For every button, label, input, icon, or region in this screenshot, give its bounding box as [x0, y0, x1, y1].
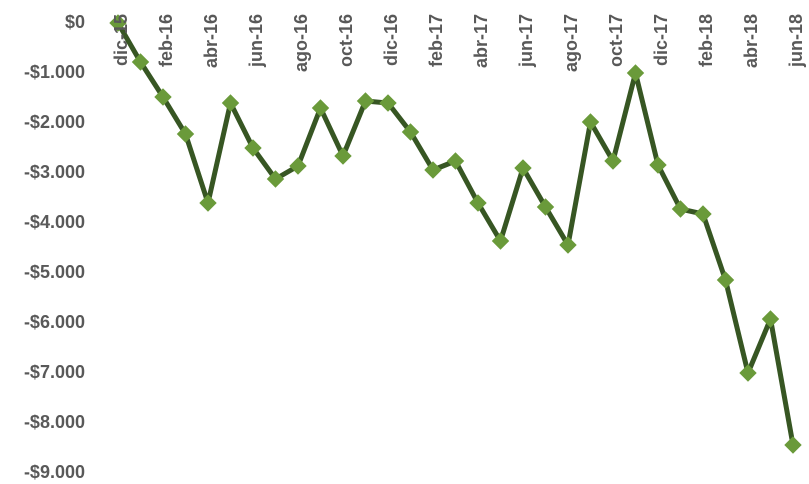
marker: [289, 157, 307, 175]
x-tick-label: feb-16: [156, 14, 176, 67]
marker: [131, 53, 150, 71]
y-tick-label: -$6.000: [24, 312, 85, 332]
x-tick-label: ago-16: [291, 14, 311, 72]
y-tick-label: -$5.000: [24, 262, 85, 282]
marker: [311, 99, 330, 117]
line: [115, 21, 796, 446]
marker: [514, 159, 532, 177]
x-tick-label: dic-15: [111, 14, 131, 66]
x-tick-label: dic-17: [651, 14, 671, 66]
x-tick-label: feb-17: [426, 14, 446, 67]
marker: [694, 205, 712, 223]
y-tick-label: -$2.000: [24, 112, 85, 132]
x-tick-label: abr-17: [471, 14, 491, 68]
x-tick-label: dic-16: [381, 14, 401, 66]
marker: [761, 310, 780, 328]
x-tick-label: jun-16: [246, 14, 266, 68]
marker: [356, 92, 375, 110]
marker: [199, 194, 217, 212]
marker: [536, 198, 555, 216]
marker: [581, 113, 600, 131]
marker: [109, 14, 127, 32]
y-tick-label: -$4.000: [24, 212, 85, 232]
x-tick-label: jun-17: [516, 14, 536, 68]
marker: [154, 88, 172, 106]
marker: [334, 147, 352, 165]
marker: [649, 156, 667, 174]
y-tick-label: -$9.000: [24, 462, 85, 482]
marker: [604, 152, 622, 170]
x-tick-label: abr-18: [741, 14, 761, 68]
x-tick-label: oct-17: [606, 14, 626, 67]
marker: [446, 152, 465, 170]
marker: [671, 200, 690, 218]
x-tick-label: jun-18: [786, 14, 806, 68]
y-tick-label: -$1.000: [24, 62, 85, 82]
marker: [716, 271, 735, 289]
marker: [244, 139, 262, 157]
marker: [424, 161, 442, 179]
marker: [626, 64, 645, 82]
marker: [739, 364, 757, 382]
x-tick-label: abr-16: [201, 14, 221, 68]
y-tick-label: -$8.000: [24, 412, 85, 432]
marker: [491, 232, 510, 250]
y-tick-label: -$3.000: [24, 162, 85, 182]
marker: [221, 94, 240, 112]
marker: [559, 236, 577, 254]
x-tick-label: oct-16: [336, 14, 356, 67]
x-tick-label: feb-18: [696, 14, 716, 67]
marker: [401, 123, 420, 141]
marker: [469, 194, 487, 212]
marker: [379, 94, 397, 112]
marker: [784, 436, 802, 454]
marker: [266, 170, 285, 188]
y-tick-label: $0: [65, 12, 85, 32]
marker: [176, 125, 195, 143]
x-tick-label: ago-17: [561, 14, 581, 72]
y-tick-label: -$7.000: [24, 362, 85, 382]
